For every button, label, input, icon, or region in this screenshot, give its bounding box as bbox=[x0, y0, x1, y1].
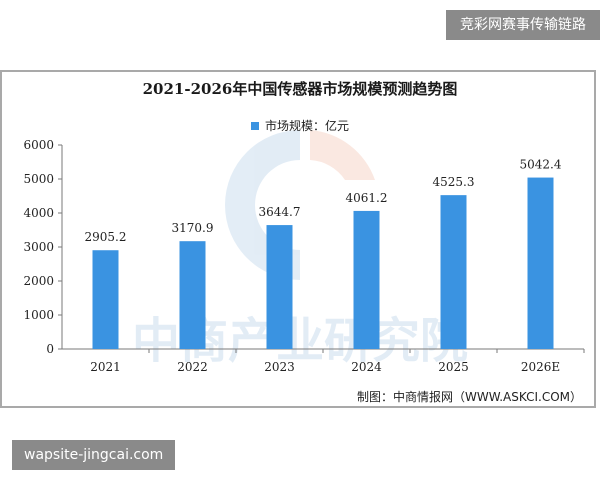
y-tick-label: 4000 bbox=[23, 206, 54, 220]
x-tick-label: 2025 bbox=[438, 360, 469, 374]
chart-title: 2021-2026年中国传感器市场规模预测趋势图 bbox=[142, 80, 458, 98]
data-label-2026E: 5042.4 bbox=[520, 158, 562, 172]
chart-bars: 2905.2 3170.9 3644.7 4061.2 4525.3 5042.4 bbox=[85, 158, 562, 349]
chart-axes: 0 1000 2000 3000 4000 5000 6000 2021 2022 2023 202… bbox=[23, 138, 585, 374]
bar-2023 bbox=[266, 225, 293, 349]
y-tick-label: 0 bbox=[46, 342, 54, 356]
data-label-2023: 3644.7 bbox=[259, 205, 301, 219]
y-tick-label: 5000 bbox=[23, 172, 54, 186]
legend-label: 市场规模：亿元 bbox=[264, 119, 349, 133]
website-badge: wapsite-jingcai.com bbox=[12, 440, 176, 470]
bar-2024 bbox=[353, 210, 380, 349]
y-tick-label: 1000 bbox=[23, 308, 54, 322]
data-label-2024: 4061.2 bbox=[346, 191, 388, 205]
x-tick-label: 2023 bbox=[264, 360, 295, 374]
y-tick-label: 2000 bbox=[23, 274, 54, 288]
chart-legend: 市场规模：亿元 bbox=[0, 117, 600, 134]
legend-swatch bbox=[250, 121, 259, 130]
x-tick-label: 2021 bbox=[90, 360, 121, 374]
data-label-2021: 2905.2 bbox=[85, 230, 127, 244]
bar-2025 bbox=[440, 195, 467, 349]
data-label-2022: 3170.9 bbox=[172, 221, 214, 235]
x-tick-label: 2026E bbox=[521, 360, 560, 374]
source-note: 制图：中商情报网（WWW.ASKCI.COM） bbox=[357, 390, 582, 404]
x-tick-label: 2022 bbox=[177, 360, 208, 374]
site-badge: 竞彩网赛事传输链路 bbox=[446, 10, 600, 40]
y-tick-label: 3000 bbox=[23, 240, 54, 254]
data-label-2025: 4525.3 bbox=[433, 175, 475, 189]
watermark-logo bbox=[225, 130, 375, 280]
bar-2026E bbox=[527, 177, 554, 349]
x-tick-label: 2024 bbox=[351, 360, 382, 374]
bar-2021 bbox=[92, 250, 119, 349]
y-tick-label: 6000 bbox=[23, 138, 54, 152]
bar-2022 bbox=[179, 241, 206, 349]
